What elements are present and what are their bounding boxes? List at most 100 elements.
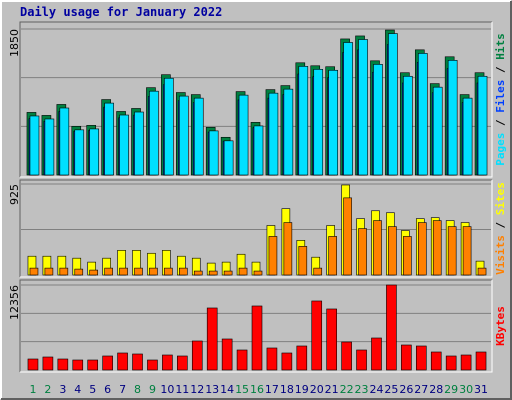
plot-area	[20, 180, 492, 277]
bar	[356, 349, 367, 371]
bar	[445, 355, 457, 371]
legend-entry: Files	[494, 80, 507, 113]
y-tick-label: 925	[8, 184, 21, 205]
bar	[358, 39, 368, 176]
bar	[462, 97, 473, 176]
bar	[179, 267, 188, 276]
bar	[371, 337, 382, 371]
x-tick-label: 15	[235, 383, 249, 396]
x-tick-label: 20	[310, 383, 324, 396]
bar	[206, 307, 218, 371]
bar	[102, 355, 113, 371]
plot-bevel	[20, 280, 493, 373]
bar	[253, 270, 263, 276]
y-tick-label: 12356	[8, 285, 21, 320]
x-tick-label: 21	[325, 383, 339, 396]
bar	[149, 90, 159, 176]
bar	[42, 356, 54, 371]
bar	[388, 226, 397, 276]
x-tick-label: 2	[44, 383, 51, 396]
bar	[238, 267, 248, 276]
bar	[415, 345, 427, 371]
bar	[475, 351, 487, 371]
bar	[87, 359, 99, 371]
bar	[59, 267, 69, 276]
bar	[283, 88, 294, 176]
bar	[283, 222, 293, 276]
x-tick-label: 17	[265, 383, 279, 396]
bar	[236, 349, 248, 371]
bar	[298, 246, 308, 276]
plot-bevel	[19, 279, 492, 372]
bar	[313, 267, 323, 276]
bar	[341, 341, 352, 371]
bar	[388, 33, 398, 176]
plot-bevel	[20, 180, 493, 278]
bar	[164, 77, 174, 176]
x-tick-label: 7	[119, 383, 126, 396]
x-tick-label: 22	[340, 383, 354, 396]
bar	[311, 300, 323, 371]
bar	[417, 53, 428, 176]
bar	[462, 226, 472, 276]
bar	[191, 340, 203, 371]
bar	[147, 359, 158, 371]
bar	[477, 267, 487, 276]
bar	[221, 338, 233, 371]
x-tick-label: 27	[414, 383, 428, 396]
legend-separator: /	[494, 215, 507, 235]
bar	[72, 359, 84, 371]
bar	[268, 236, 278, 276]
legend-entry: Visits	[494, 235, 507, 275]
bar	[298, 66, 309, 176]
x-tick-label: 6	[104, 383, 111, 396]
bar	[432, 220, 442, 276]
bar	[193, 97, 204, 176]
bar	[417, 222, 427, 276]
x-tick-label: 8	[134, 383, 141, 396]
bar	[29, 267, 39, 276]
x-tick-label: 23	[355, 383, 369, 396]
chart-title: Daily usage for January 2022	[20, 5, 222, 19]
bar	[328, 236, 337, 276]
bar	[44, 267, 54, 276]
x-tick-label: 18	[280, 383, 294, 396]
x-tick-label: 10	[160, 383, 174, 396]
legend: KBytes	[494, 306, 507, 346]
bar	[251, 305, 263, 371]
bar	[177, 355, 188, 371]
bar	[193, 270, 203, 276]
x-tick-label: 29	[444, 383, 458, 396]
bar	[164, 267, 173, 276]
bar	[74, 268, 84, 276]
legend-separator: /	[494, 113, 507, 133]
bar	[104, 102, 114, 176]
x-tick-label: 13	[205, 383, 219, 396]
bar	[430, 351, 442, 371]
bar	[358, 228, 367, 276]
bar	[223, 140, 234, 176]
x-tick-label: 9	[149, 383, 156, 396]
bar	[74, 129, 85, 176]
legend: Visits / Sites	[494, 182, 507, 275]
bar	[134, 267, 143, 276]
bar	[117, 352, 128, 371]
bar	[386, 284, 397, 371]
legend: Pages / Files / Hits	[494, 33, 507, 166]
x-tick-label: 1	[29, 383, 36, 396]
legend-entry: KBytes	[494, 306, 507, 346]
bar	[89, 128, 100, 176]
y-tick-label: 1850	[8, 29, 21, 57]
bar	[59, 107, 70, 176]
legend-separator: /	[494, 60, 507, 80]
bar	[223, 270, 233, 276]
bar	[149, 267, 158, 276]
bar	[343, 197, 352, 276]
bar	[401, 344, 412, 371]
bar	[328, 69, 338, 176]
x-tick-label: 19	[295, 383, 309, 396]
x-tick-label: 4	[74, 383, 81, 396]
x-tick-label: 26	[399, 383, 413, 396]
